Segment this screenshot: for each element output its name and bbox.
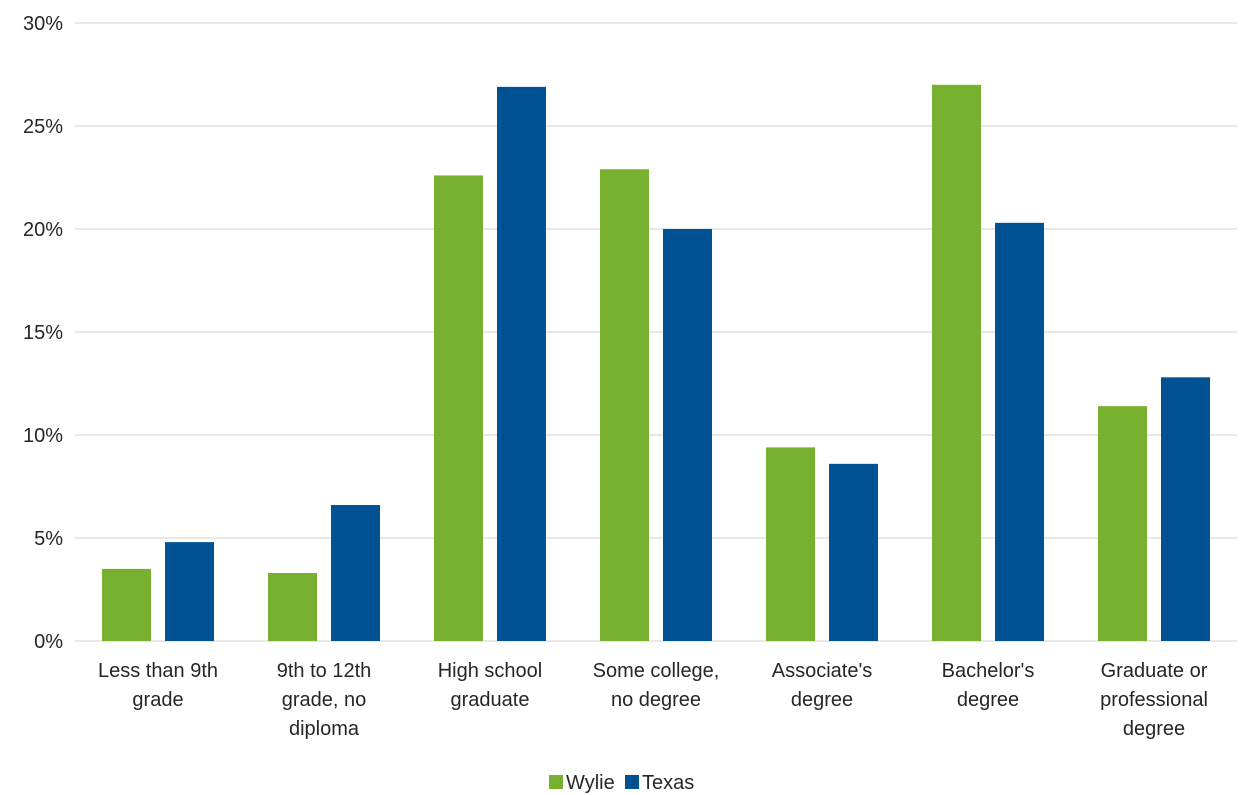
legend-label-wylie: Wylie — [566, 772, 615, 794]
y-tick-label: 0% — [34, 631, 63, 653]
gridlines — [75, 22, 1237, 642]
x-category-label: Graduate or — [1101, 660, 1208, 682]
bar-wylie — [102, 568, 151, 641]
x-category-label: 9th to 12th — [277, 660, 372, 682]
x-category-label: degree — [1123, 718, 1185, 740]
x-category-label: professional — [1100, 689, 1208, 711]
bars — [102, 84, 1210, 642]
bar-texas — [165, 542, 214, 641]
x-category-label: High school — [438, 660, 543, 682]
bar-wylie — [932, 84, 981, 642]
x-category-label: Less than 9th — [98, 660, 218, 682]
bar-wylie — [766, 447, 815, 641]
x-category-label: graduate — [451, 689, 530, 711]
bar-texas — [995, 222, 1044, 641]
x-category-label: no degree — [611, 689, 701, 711]
y-tick-label: 30% — [23, 13, 63, 35]
bar-texas — [829, 463, 878, 641]
bar-wylie — [600, 169, 649, 641]
y-tick-label: 20% — [23, 219, 63, 241]
bar-texas — [663, 229, 712, 641]
x-category-label: grade, no — [282, 689, 367, 711]
bar-wylie — [434, 175, 483, 641]
y-tick-label: 15% — [23, 322, 63, 344]
y-axis-ticks: 0% 5% 10% 15% 20% 25% 30% — [23, 13, 63, 653]
legend-swatch-wylie — [549, 775, 563, 789]
x-category-label: Bachelor's — [942, 660, 1035, 682]
x-category-label: diploma — [289, 718, 360, 740]
x-category-label: degree — [957, 689, 1019, 711]
x-axis-categories: Less than 9th grade 9th to 12th grade, no di… — [98, 660, 1208, 740]
x-category-label: Associate's — [772, 660, 873, 682]
y-tick-label: 25% — [23, 116, 63, 138]
bar-texas — [331, 505, 380, 641]
x-category-label: Some college, — [593, 660, 720, 682]
legend: Wylie Texas — [549, 772, 694, 794]
y-tick-label: 10% — [23, 425, 63, 447]
x-category-label: grade — [132, 689, 183, 711]
y-tick-label: 5% — [34, 528, 63, 550]
legend-label-texas: Texas — [642, 772, 694, 794]
legend-swatch-texas — [625, 775, 639, 789]
bar-wylie — [1098, 406, 1147, 641]
bar-texas — [497, 86, 546, 642]
bar-wylie — [268, 573, 317, 641]
bar-texas — [1161, 377, 1210, 641]
x-category-label: degree — [791, 689, 853, 711]
